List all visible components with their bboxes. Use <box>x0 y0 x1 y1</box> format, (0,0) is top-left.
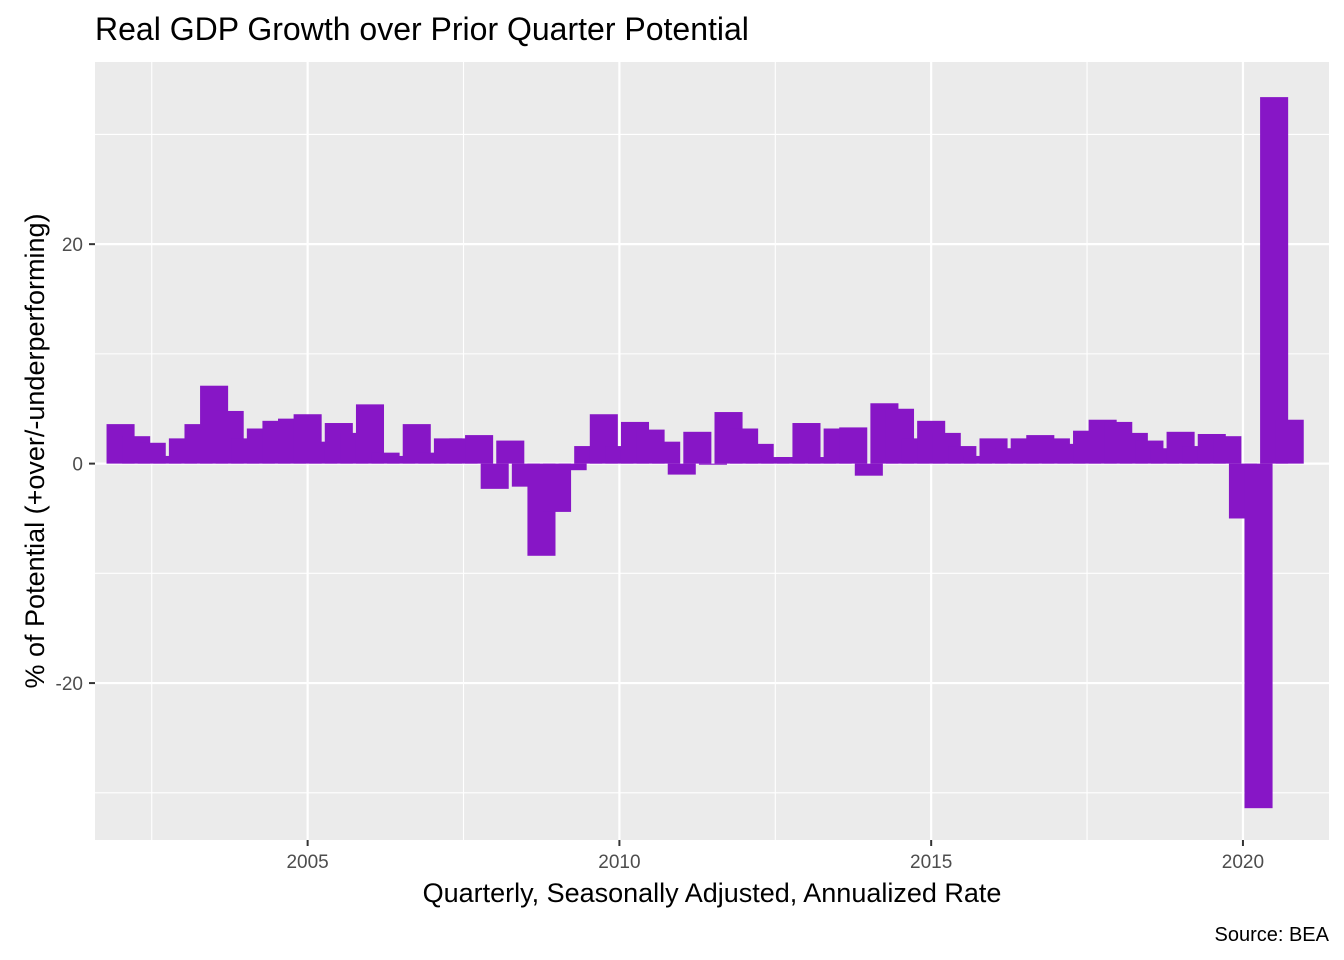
bar <box>652 441 681 464</box>
bar <box>480 463 509 489</box>
bar <box>543 463 572 512</box>
bar <box>808 457 837 464</box>
bar <box>776 457 805 464</box>
y-axis: -20 0 20 <box>56 235 95 695</box>
y-tick-label: -20 <box>56 674 83 695</box>
bar <box>761 457 790 464</box>
x-axis: 2005 2010 2015 2020 <box>286 840 1264 873</box>
bar <box>465 435 494 464</box>
bar <box>683 431 712 464</box>
x-axis-title: Quarterly, Seasonally Adjusted, Annualiz… <box>423 878 1002 908</box>
bar <box>963 455 992 464</box>
bar <box>1275 419 1304 464</box>
bar <box>371 452 400 464</box>
bars <box>106 97 1304 809</box>
y-axis-title: % of Potential (+over/-underperforming) <box>20 214 50 689</box>
chart-caption: Source: BEA <box>1214 924 1329 946</box>
chart-title: Real GDP Growth over Prior Quarter Poten… <box>95 11 749 47</box>
bar <box>418 452 447 464</box>
bar <box>854 463 883 476</box>
y-tick-label: 20 <box>62 235 83 256</box>
bar <box>387 455 416 464</box>
x-tick-label: 2020 <box>1222 852 1264 873</box>
bar <box>153 455 182 464</box>
x-tick-label: 2015 <box>910 852 952 873</box>
bar <box>1260 97 1289 464</box>
bar <box>698 463 727 465</box>
bar <box>1244 463 1273 809</box>
x-tick-label: 2005 <box>286 852 328 873</box>
bar <box>792 423 821 464</box>
bar <box>558 463 587 471</box>
x-tick-label: 2010 <box>598 852 640 873</box>
bar <box>496 440 525 464</box>
bar <box>1213 436 1242 464</box>
bar <box>839 427 868 464</box>
y-tick-label: 0 <box>72 455 83 476</box>
bar <box>667 463 696 475</box>
